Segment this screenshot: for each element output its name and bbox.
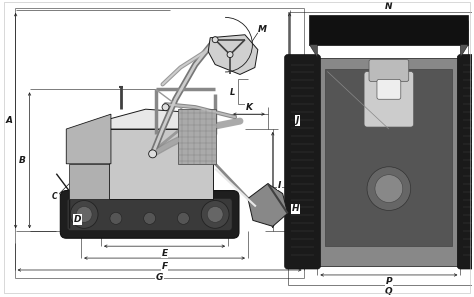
FancyBboxPatch shape bbox=[457, 55, 474, 269]
Circle shape bbox=[375, 175, 403, 203]
Circle shape bbox=[207, 206, 223, 222]
Text: N: N bbox=[385, 2, 392, 12]
Circle shape bbox=[367, 167, 410, 211]
Circle shape bbox=[144, 212, 155, 224]
Polygon shape bbox=[208, 35, 258, 75]
Text: A: A bbox=[5, 116, 12, 125]
Text: G: G bbox=[156, 274, 163, 282]
Text: C: C bbox=[52, 192, 57, 201]
Polygon shape bbox=[69, 164, 109, 198]
Circle shape bbox=[110, 212, 122, 224]
FancyBboxPatch shape bbox=[178, 109, 216, 164]
Text: D: D bbox=[73, 215, 81, 224]
Text: H: H bbox=[292, 204, 299, 214]
Text: M: M bbox=[257, 25, 266, 34]
Text: P: P bbox=[385, 277, 392, 286]
Circle shape bbox=[211, 212, 223, 224]
Circle shape bbox=[76, 212, 88, 224]
FancyBboxPatch shape bbox=[325, 69, 452, 246]
FancyBboxPatch shape bbox=[60, 191, 239, 238]
FancyBboxPatch shape bbox=[67, 198, 232, 230]
FancyBboxPatch shape bbox=[318, 58, 460, 266]
Text: B: B bbox=[19, 156, 26, 165]
Text: E: E bbox=[162, 249, 168, 257]
Polygon shape bbox=[460, 45, 468, 58]
Text: K: K bbox=[246, 103, 253, 112]
FancyBboxPatch shape bbox=[285, 55, 320, 269]
Polygon shape bbox=[66, 114, 111, 164]
Circle shape bbox=[149, 150, 156, 158]
Text: L: L bbox=[229, 88, 235, 97]
Circle shape bbox=[212, 37, 218, 43]
FancyBboxPatch shape bbox=[364, 72, 414, 127]
Circle shape bbox=[70, 200, 98, 228]
Circle shape bbox=[177, 212, 189, 224]
Circle shape bbox=[201, 200, 229, 228]
Polygon shape bbox=[69, 164, 210, 194]
Polygon shape bbox=[310, 45, 318, 58]
Circle shape bbox=[162, 104, 169, 111]
FancyBboxPatch shape bbox=[369, 60, 409, 81]
FancyBboxPatch shape bbox=[109, 129, 213, 198]
FancyBboxPatch shape bbox=[310, 15, 468, 45]
Text: O: O bbox=[461, 27, 468, 36]
Text: I: I bbox=[278, 181, 282, 189]
Circle shape bbox=[227, 52, 233, 58]
Text: F: F bbox=[162, 262, 168, 271]
FancyBboxPatch shape bbox=[377, 79, 401, 99]
Polygon shape bbox=[248, 184, 288, 226]
Text: J: J bbox=[296, 116, 299, 125]
Circle shape bbox=[76, 206, 92, 222]
Polygon shape bbox=[109, 109, 215, 129]
Text: Q: Q bbox=[385, 287, 392, 296]
